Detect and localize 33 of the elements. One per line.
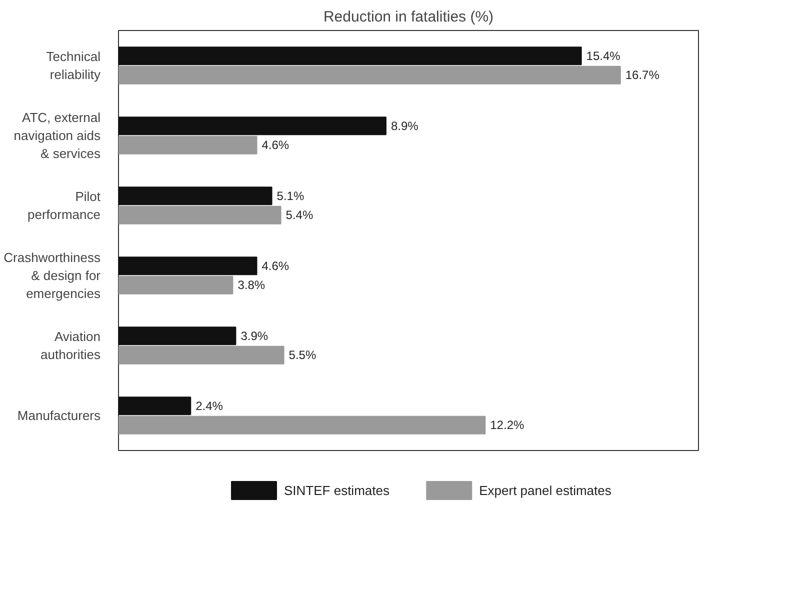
data-label: 16.7% — [625, 68, 660, 82]
data-label: 5.1% — [276, 188, 304, 203]
bar — [118, 46, 582, 66]
bar — [118, 186, 272, 206]
data-label: 3.9% — [240, 328, 268, 343]
y-tick-label: Aviation authorities — [40, 329, 101, 362]
bar — [118, 206, 282, 224]
bar — [118, 256, 258, 276]
data-label: 2.4% — [196, 398, 224, 413]
bar — [118, 396, 192, 416]
bar — [118, 276, 234, 294]
y-tick-label: ATC, external navigation aids & services — [14, 110, 101, 161]
bar — [118, 66, 621, 84]
bar — [118, 136, 258, 154]
data-label: 12.2% — [490, 418, 524, 432]
legend-label: Expert panel estimates — [479, 483, 612, 498]
y-tick-label: Technical reliability — [46, 49, 101, 82]
data-label: 5.5% — [288, 348, 316, 362]
bar — [118, 346, 284, 364]
data-label: 8.9% — [390, 118, 419, 133]
bar — [118, 416, 486, 434]
data-label: 15.4% — [586, 48, 621, 63]
chart-title: Reduction in fatalities (%) — [323, 8, 494, 26]
data-label: 4.6% — [262, 258, 290, 273]
data-label: 5.4% — [286, 208, 314, 222]
bar — [118, 326, 236, 346]
legend-label: SINTEF estimates — [284, 483, 390, 498]
data-label: 3.8% — [238, 278, 266, 292]
y-tick-label: Manufacturers — [17, 408, 101, 423]
y-tick-label: Pilot performance — [28, 189, 101, 222]
y-tick-label: Crashworthiness & design for emergencies — [4, 250, 102, 301]
data-label: 4.6% — [262, 138, 290, 152]
bar — [118, 116, 386, 136]
